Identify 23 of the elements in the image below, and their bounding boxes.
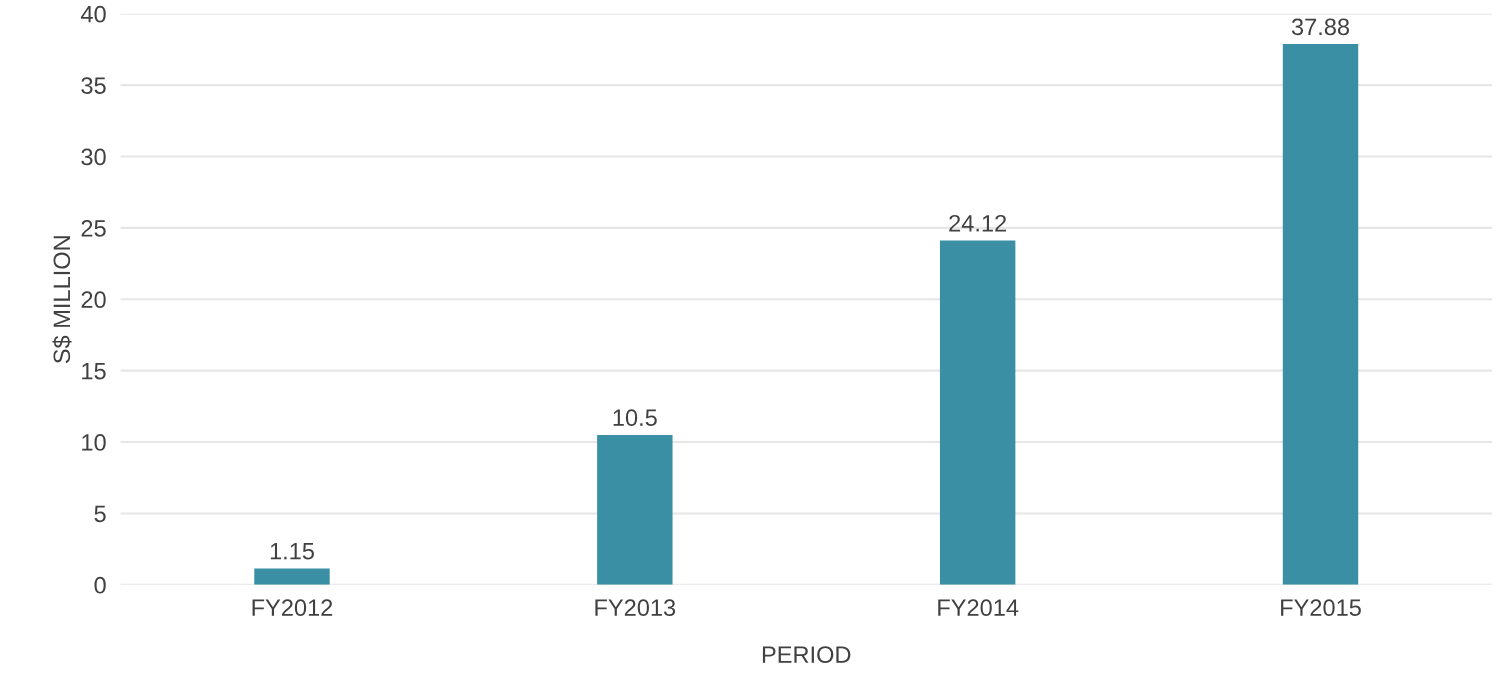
y-tick-label: 5	[94, 505, 106, 523]
bar	[597, 434, 673, 585]
x-tick-label: FY2014	[938, 599, 1019, 617]
y-tick-label: 25	[81, 219, 106, 237]
bar	[1282, 44, 1359, 585]
y-tick-label: 0	[94, 576, 106, 594]
y-tick-label: 15	[82, 362, 106, 380]
data-label: 37.88	[1291, 18, 1350, 36]
bar	[939, 240, 1016, 585]
x-tick-label: FY2013	[595, 599, 676, 617]
y-tick-label: 20	[81, 291, 106, 309]
x-tick-label: FY2012	[252, 599, 333, 617]
y-axis-title: S$ MILLION	[52, 236, 72, 364]
data-label: 1.15	[270, 543, 314, 560]
x-tick-label: FY2015	[1281, 599, 1361, 617]
x-axis-title: PERIOD	[762, 646, 851, 664]
data-label: 10.5	[613, 409, 657, 427]
y-tick-label: 40	[80, 5, 106, 23]
y-tick-label: 30	[81, 148, 106, 166]
y-tick-label: 10	[82, 434, 106, 451]
bar	[254, 568, 330, 585]
y-tick-label: 35	[81, 77, 106, 94]
data-label: 24.12	[949, 214, 1007, 232]
